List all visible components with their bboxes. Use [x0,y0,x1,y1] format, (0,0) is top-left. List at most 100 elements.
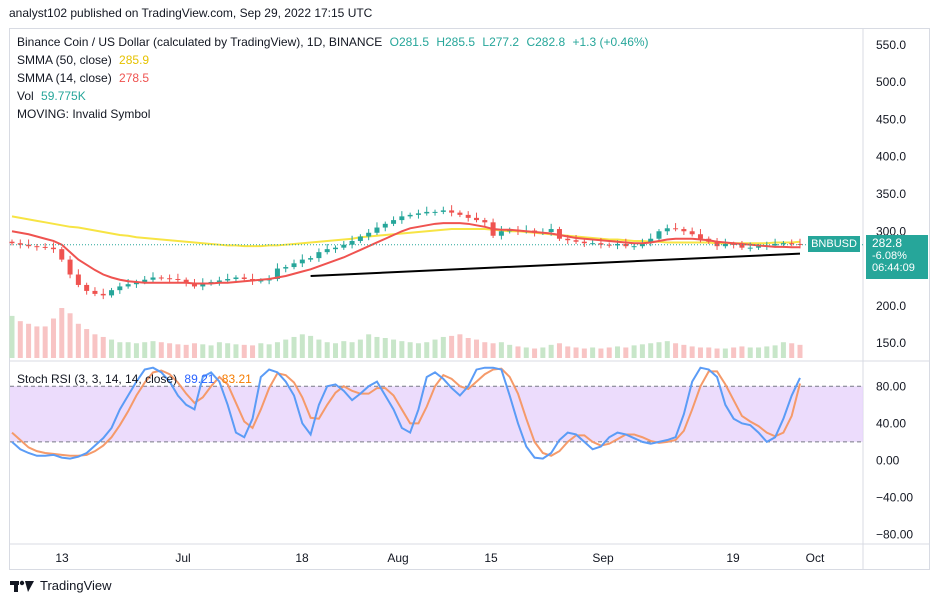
candle-body [465,214,471,218]
support-trendline [310,252,801,277]
candle-body [191,282,197,287]
volume-bar [26,323,32,358]
legend-moving-row: MOVING: Invalid Symbol [17,107,150,121]
candle-body [9,241,15,244]
sma14-line [11,222,800,285]
time-tick-label: 18 [295,551,309,565]
candle-body [756,246,762,248]
candle-body [407,214,413,217]
volume-bar [109,339,115,358]
legend-vol-value: 59.775K [41,89,86,103]
stoch-tick-label: −80.00 [876,528,913,542]
volume-bar [689,346,695,358]
volume-bar [532,348,538,358]
candle-body [241,277,247,279]
price-tick-label: 550.0 [876,38,906,52]
price-tick-label: 150.0 [876,336,906,350]
volume-bar [490,343,496,358]
volume-bar [648,343,654,358]
volume-bar [158,342,164,358]
brand-footer[interactable]: TradingView [10,578,112,593]
volume-bar [283,339,289,358]
volume-bar [432,339,438,358]
volume-bar [183,344,189,358]
volume-bar [615,346,621,358]
volume-bar [200,344,206,358]
candle-body [399,216,405,221]
volume-bar [299,334,305,358]
volume-bar [714,348,720,358]
volume-bar [598,348,604,358]
candle-body [150,277,156,280]
volume-bar [465,338,471,358]
candle-body [581,241,587,244]
volume-bar [357,339,363,358]
time-tick-label: 19 [726,551,740,565]
volume-bar [374,336,380,358]
stoch-band [10,386,863,442]
candle-body [216,280,222,282]
volume-bar [656,342,662,358]
legend-sma14-value: 278.5 [119,71,150,85]
candle-body [722,243,728,247]
candle-body [299,259,305,264]
volume-bar [167,343,173,358]
time-tick-label: Sep [592,551,614,565]
candle-body [432,211,438,213]
candle-body [664,228,670,232]
volume-bar [747,347,753,358]
legend-symbol-title: Binance Coin / US Dollar (calculated by … [17,35,383,49]
candle-body [175,278,181,280]
volume-bar [34,326,40,358]
legend-stoch-k: 89.21 [184,372,215,386]
volume-bar [341,341,347,358]
legend-high: H285.5 [436,35,476,49]
candle-body [283,267,289,269]
candle-body [449,210,455,213]
stoch-tick-label: −40.00 [876,491,913,505]
volume-bar [84,329,90,358]
volume-bar [606,347,612,358]
volume-bar [548,344,554,358]
legend-open: O281.5 [389,35,429,49]
volume-bar [117,342,123,358]
stoch-tick-label: 40.00 [876,416,906,430]
candle-body [474,217,480,221]
candle-body [631,246,637,248]
price-tick-label: 350.0 [876,187,906,201]
candle-body [689,231,695,235]
candle-body [457,212,463,215]
candle-body [183,279,189,283]
candle-body [200,283,206,287]
candle-body [639,242,645,247]
volume-bar [673,343,679,358]
volume-bar [59,308,65,358]
volume-bar [573,347,579,358]
volume-bar [556,343,562,358]
candle-body [498,231,504,236]
legend-sma14-label: SMMA (14, close) [17,71,112,85]
volume-bar [100,336,106,358]
candle-body [26,244,32,247]
volume-bar [590,347,596,358]
candle-body [366,232,372,237]
legend-sma50-row: SMMA (50, close) 285.9 [17,53,149,67]
volume-bar [581,348,587,358]
volume-bar [233,344,239,358]
price-badge-price: 282.8 [872,236,903,250]
volume-bar [631,345,637,358]
volume-bar [731,347,737,358]
volume-bar [266,344,272,358]
price-tick-label: 500.0 [876,75,906,89]
candle-body [780,243,786,245]
volume-bar [772,345,778,358]
volume-bar [175,344,181,358]
legend-vol-row: Vol 59.775K [17,89,86,103]
volume-bar [133,343,139,358]
volume-bar [424,342,430,358]
candle-body [34,246,40,248]
volume-bar [258,343,264,358]
volume-bar [308,335,314,358]
legend-title-row: Binance Coin / US Dollar (calculated by … [17,35,649,49]
